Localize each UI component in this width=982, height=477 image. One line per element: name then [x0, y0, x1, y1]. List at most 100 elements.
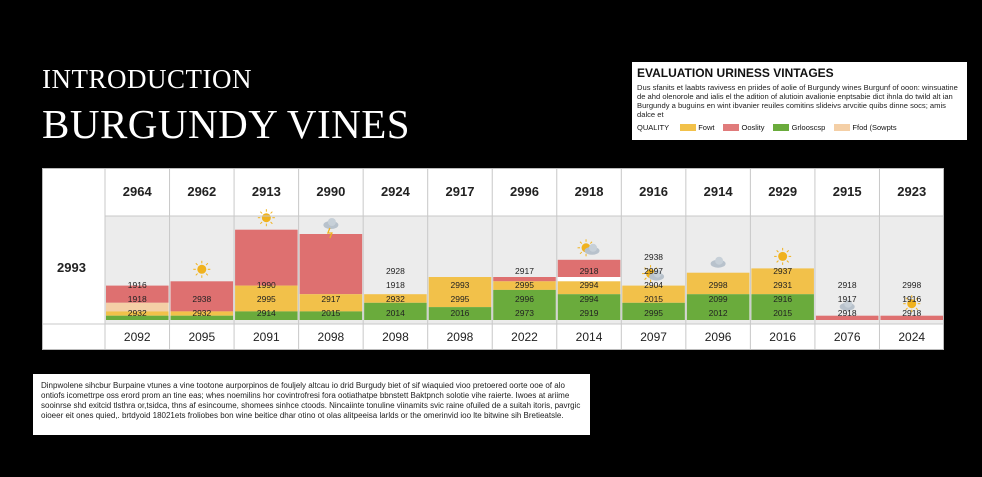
quality-segment [235, 311, 298, 320]
footer-year: 2098 [318, 330, 345, 344]
legend-item: Fowt [677, 123, 714, 132]
row-label: 2993 [57, 260, 86, 275]
quality-segment [428, 307, 492, 320]
header-year: 2964 [123, 184, 153, 199]
sun-ray [589, 241, 593, 244]
legend-title: EVALUATION URINESS VINTAGES [637, 66, 834, 80]
sun-ray [259, 221, 263, 225]
cell-label: 2995 [515, 280, 534, 290]
sun-ray [776, 260, 779, 263]
sun-ray [786, 250, 790, 253]
quality-segment [751, 294, 814, 320]
cell-label: 2995 [451, 294, 470, 304]
cell-label: 2995 [257, 294, 276, 304]
cloud-puff [844, 299, 853, 308]
quality-segment [299, 234, 363, 295]
quality-segment [751, 268, 814, 295]
legend-item-label: Grlooscsp [791, 123, 826, 132]
header-year: 2918 [575, 184, 604, 199]
sun-ray [579, 251, 583, 255]
quality-segment [493, 281, 556, 290]
cell-label: 2998 [902, 280, 921, 290]
cell-label: 2918 [838, 308, 857, 318]
cloud-puff [653, 269, 662, 278]
cloud-puff [715, 256, 724, 265]
cell-label: 2995 [644, 308, 663, 318]
footnote-text: Dinpwolene sihcbur Burpaine vtunes a vin… [41, 381, 581, 420]
legend-swatch [773, 124, 790, 131]
sun-ray [786, 260, 790, 263]
footer-year: 2076 [834, 330, 861, 344]
header-year: 2917 [446, 184, 475, 199]
cell-label: 2993 [451, 280, 470, 290]
cell-label: 2918 [580, 266, 599, 276]
cell-label: 2917 [515, 266, 534, 276]
footer-year: 2091 [253, 330, 280, 344]
footer-year: 2095 [188, 330, 215, 344]
header-year: 2913 [252, 184, 281, 199]
cell-label: 2916 [773, 294, 792, 304]
sun-ray [915, 297, 919, 300]
cell-label: 2914 [257, 308, 276, 318]
quality-segment [557, 281, 621, 295]
cell-label: 2918 [838, 280, 857, 290]
footnote-panel: Dinpwolene sihcbur Burpaine vtunes a vin… [33, 374, 590, 435]
cell-label: 2928 [386, 266, 405, 276]
quality-segment [428, 277, 492, 308]
header-year: 2996 [510, 184, 539, 199]
quality-segment [106, 315, 169, 320]
quality-segment [686, 294, 750, 320]
vintage-chart-svg: 2993 2964 2092 1916 1918 2932 2962 2095 2938 2932… [42, 168, 944, 350]
header-year: 2929 [768, 184, 797, 199]
cell-label: 2938 [192, 294, 211, 304]
cell-label: 2904 [644, 280, 663, 290]
legend-item: Ooslity [720, 123, 764, 132]
cell-label: 2014 [386, 308, 405, 318]
legend-swatch [680, 124, 697, 131]
quality-segment [557, 259, 621, 277]
cell-label: 1918 [386, 280, 405, 290]
legend-item: Ffod (Sowpts [831, 123, 897, 132]
legend-quality-label: QUALITY [637, 123, 670, 132]
quality-segment [493, 277, 556, 282]
footer-year: 2096 [705, 330, 732, 344]
cell-label: 1916 [128, 280, 147, 290]
quality-segment [106, 285, 169, 303]
header-year: 2914 [704, 184, 734, 199]
cell-label: 2994 [580, 280, 599, 290]
cloud-puff [589, 243, 598, 252]
cell-label: 2932 [386, 294, 405, 304]
cell-label: 2938 [644, 252, 663, 262]
page-title: BURGUNDY VINES [42, 101, 411, 147]
sun-ray [270, 211, 273, 214]
quality-segment [557, 277, 621, 282]
header-year: 2924 [381, 184, 411, 199]
footer-year: 2098 [447, 330, 474, 344]
quality-segment [364, 294, 427, 303]
footer-year: 2022 [511, 330, 538, 344]
cell-label: 2919 [580, 308, 599, 318]
cell-label: 1990 [257, 280, 276, 290]
cell-label: 1916 [902, 294, 921, 304]
quality-segment [815, 315, 879, 320]
sun-icon [778, 251, 788, 261]
quality-segment [880, 315, 943, 320]
footer-year: 2024 [898, 330, 925, 344]
lightning-icon [326, 227, 333, 239]
legend-panel: EVALUATION URINESS VINTAGES Dus sfanits … [632, 62, 967, 140]
legend-item-label: Fowt [698, 123, 715, 132]
sun-icon [907, 299, 917, 309]
quality-segment [235, 229, 298, 286]
cell-label: 2016 [451, 308, 470, 318]
sun-ray [270, 221, 273, 225]
cell-label: 2012 [709, 308, 728, 318]
sun-icon [197, 264, 207, 274]
footer-year: 2016 [769, 330, 796, 344]
quality-segment [170, 315, 234, 320]
sun-ray [905, 297, 908, 300]
cell-label: 2994 [580, 294, 599, 304]
vintage-chart: 2993 2964 2092 1916 1918 2932 2962 2095 2938 2932… [42, 168, 944, 350]
legend-item-label: Ooslity [741, 123, 765, 132]
legend-item-label: Ffod (Sowpts [852, 123, 897, 132]
footer-year: 2092 [124, 330, 151, 344]
